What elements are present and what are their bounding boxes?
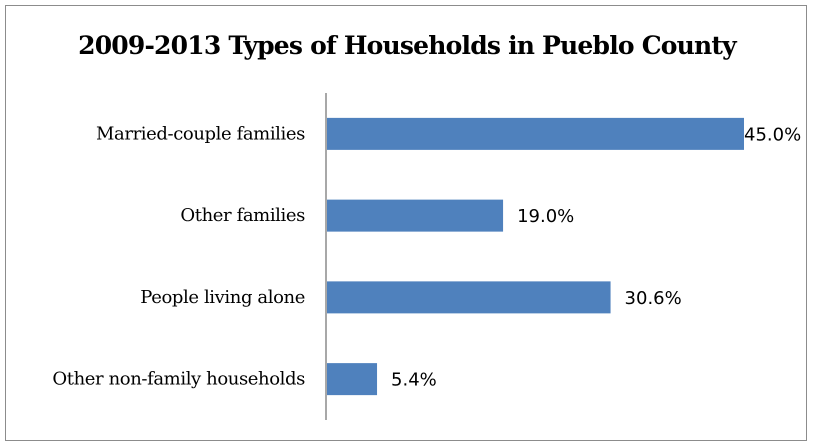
bar xyxy=(327,117,744,150)
data-label: 45.0% xyxy=(744,124,801,145)
category-label: People living alone xyxy=(140,287,305,308)
category-label: Other families xyxy=(180,205,305,226)
chart-title: 2009-2013 Types of Households in Pueblo … xyxy=(78,31,737,60)
data-label: 19.0% xyxy=(517,206,574,227)
bar xyxy=(327,363,378,396)
bar xyxy=(327,281,611,314)
bar xyxy=(327,199,504,232)
data-label: 30.6% xyxy=(625,288,682,309)
data-label: 5.4% xyxy=(391,370,437,391)
category-label: Other non-family households xyxy=(52,369,305,390)
category-label: Married-couple families xyxy=(96,123,305,144)
